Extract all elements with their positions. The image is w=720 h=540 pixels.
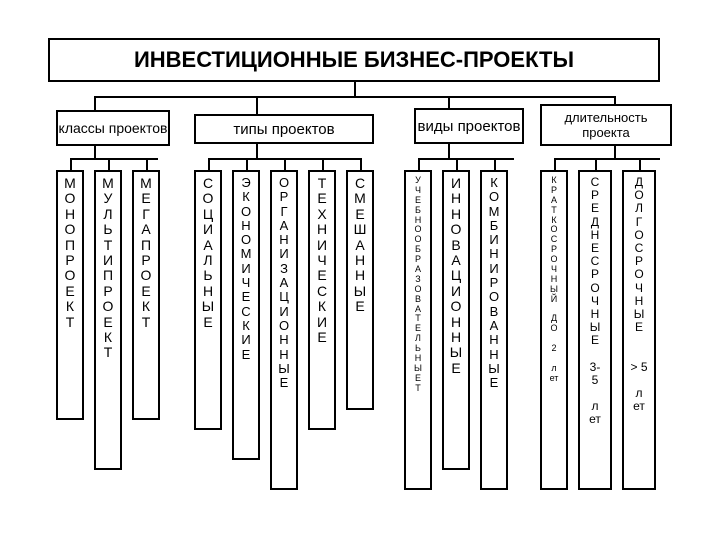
connector xyxy=(94,96,614,98)
connector xyxy=(595,158,597,170)
connector xyxy=(448,144,450,158)
connector xyxy=(418,158,514,160)
connector xyxy=(256,144,258,158)
connector xyxy=(494,158,496,170)
item-duration-short: КРАТКОСРОЧНЫЙ ДО 2 лет xyxy=(540,170,568,490)
connector xyxy=(456,158,458,170)
connector xyxy=(70,158,72,170)
item-classes-multi: МУЛЬТИПРОЕКТ xyxy=(94,170,122,470)
connector xyxy=(614,96,616,104)
connector xyxy=(246,158,248,170)
connector xyxy=(554,158,556,170)
item-types-mix: СМЕШАННЫЕ xyxy=(346,170,374,410)
item-duration-long: ДОЛГОСРОЧНЫЕ > 5 лет xyxy=(622,170,656,490)
connector xyxy=(554,158,660,160)
item-types-social: СОЦИАЛЬНЫЕ xyxy=(194,170,222,430)
connector xyxy=(448,96,450,108)
connector xyxy=(256,96,258,114)
connector xyxy=(354,82,356,96)
category-header-classes: классы проектов xyxy=(56,110,170,146)
connector xyxy=(94,146,96,158)
item-kinds-comb: КОМБИНИРОВАННЫЕ xyxy=(480,170,508,490)
item-duration-mid: СРЕДНЕСРОЧНЫЕ 3-5 лет xyxy=(578,170,612,490)
item-types-econ: ЭКОНОМИЧЕСКИЕ xyxy=(232,170,260,460)
connector xyxy=(146,158,148,170)
connector xyxy=(360,158,362,170)
connector xyxy=(639,158,641,170)
title-box: ИНВЕСТИЦИОННЫЕ БИЗНЕС-ПРОЕКТЫ xyxy=(48,38,660,82)
item-classes-mono: МОНОПРОЕКТ xyxy=(56,170,84,420)
item-classes-mega: МЕГАПРОЕКТ xyxy=(132,170,160,420)
connector xyxy=(284,158,286,170)
item-kinds-innov: ИННОВАЦИОННЫЕ xyxy=(442,170,470,470)
connector xyxy=(614,146,616,158)
category-header-types: типы проектов xyxy=(194,114,374,144)
category-header-duration: длительность проекта xyxy=(540,104,672,146)
connector xyxy=(94,96,96,110)
connector xyxy=(208,158,210,170)
connector xyxy=(322,158,324,170)
connector xyxy=(418,158,420,170)
item-types-org: ОРГАНИЗАЦИОННЫЕ xyxy=(270,170,298,490)
item-kinds-edu: УЧЕБНООБРАЗОВАТЕЛЬНЫЕТ xyxy=(404,170,432,490)
connector xyxy=(70,158,158,160)
item-types-tech: ТЕХНИЧЕСКИЕ xyxy=(308,170,336,430)
connector xyxy=(108,158,110,170)
category-header-kinds: виды проектов xyxy=(414,108,524,144)
